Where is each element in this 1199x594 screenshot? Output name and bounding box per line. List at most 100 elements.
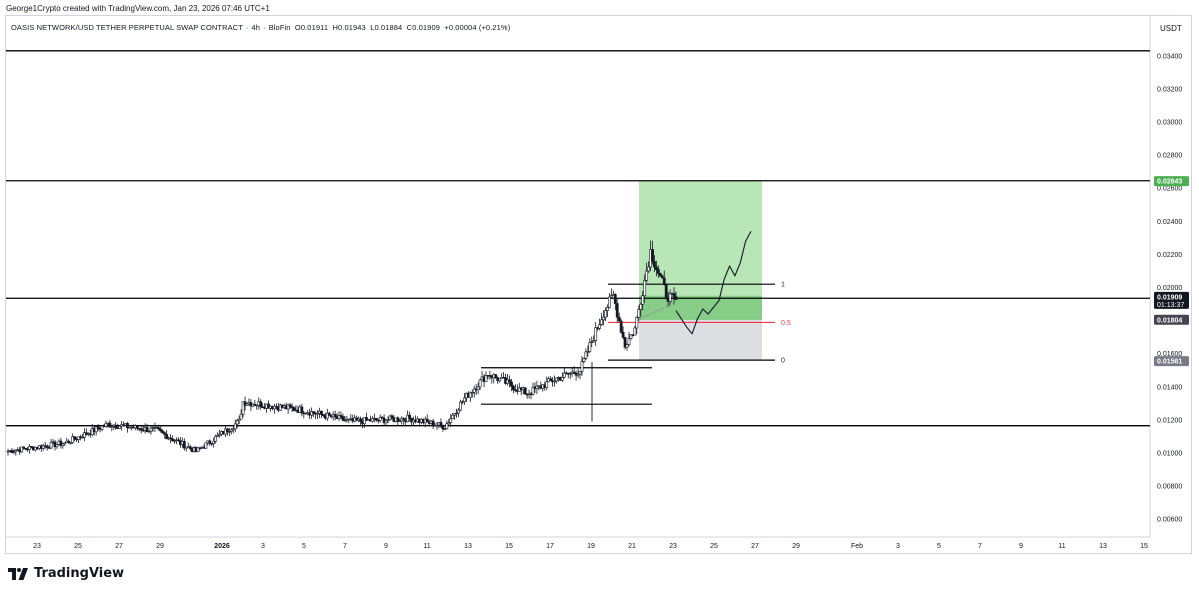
candle-body (67, 440, 71, 443)
candle-body (674, 296, 678, 300)
candle-body (582, 358, 586, 362)
candles-group (6, 240, 678, 456)
candle-body (6, 450, 10, 453)
candle-body (578, 371, 582, 375)
candle-body (498, 378, 502, 382)
candle-body (28, 446, 31, 450)
candle-body (594, 327, 598, 341)
price-tick-label: 0.01000 (1157, 451, 1182, 458)
candle-body (365, 417, 368, 421)
candle-body (320, 410, 323, 415)
tradingview-logo[interactable]: TradingView (8, 566, 124, 581)
candle-body (235, 420, 239, 425)
candle-body (445, 423, 449, 430)
candle-body (598, 324, 602, 329)
candle-body (339, 415, 343, 417)
time-tick-label: 17 (546, 543, 554, 550)
candle-body (408, 414, 411, 419)
candle-body (218, 433, 221, 436)
candle-body (576, 373, 580, 376)
candle-body (398, 420, 402, 422)
candle-body (478, 379, 482, 388)
candle-body (451, 414, 455, 420)
candle-body (118, 425, 122, 429)
candle-body (55, 444, 59, 448)
author-credit: George1Crypto created with TradingView.c… (6, 4, 270, 13)
close-value: C0.01909 (406, 23, 440, 32)
candle-body (580, 361, 584, 372)
candle-body (139, 428, 143, 431)
candle-body (645, 270, 649, 281)
candle-body (449, 418, 453, 423)
time-tick-label: 7 (978, 543, 982, 550)
candle-body (227, 431, 231, 433)
chart-frame[interactable] (5, 15, 1192, 554)
candle-body (457, 409, 460, 414)
candle-body (245, 403, 249, 406)
time-tick-label: 23 (669, 543, 677, 550)
candle-body (69, 442, 73, 444)
tradingview-logo-icon (8, 567, 28, 580)
candle-body (380, 416, 384, 419)
candle-body (484, 375, 488, 382)
candle-body (41, 445, 45, 449)
candle-body (572, 371, 576, 374)
candle-body (145, 427, 149, 433)
price-badge-countdown: 01:13:37 (1157, 302, 1184, 309)
candle-body (613, 294, 617, 304)
candle-body (110, 426, 114, 428)
candle-body (169, 437, 172, 440)
candle-body (512, 385, 515, 391)
candle-body (374, 417, 378, 421)
candle-body (63, 442, 67, 445)
candle-body (94, 426, 98, 433)
candle-body (459, 401, 462, 411)
candle-body (660, 275, 664, 279)
price-badge-entry (1154, 314, 1189, 325)
candle-body (472, 388, 476, 393)
candle-body (292, 407, 296, 411)
open-value: O0.01911 (294, 23, 329, 32)
candle-body (476, 386, 480, 391)
time-tick-label: 25 (74, 543, 82, 550)
symbol-name[interactable]: OASIS NETWORK/USD TETHER PERPETUAL SWAP … (11, 23, 243, 32)
fib-level-label: 1 (781, 282, 785, 289)
exchange-label: BloFin (268, 23, 291, 32)
candle-body (643, 280, 647, 297)
candle-body (321, 414, 325, 416)
price-badge-text: 0.01561 (1157, 359, 1182, 366)
price-tick-label: 0.02800 (1157, 153, 1182, 160)
time-tick-label: 3 (261, 543, 265, 550)
candle-body (370, 418, 374, 422)
candle-body (204, 442, 208, 449)
candle-body (114, 424, 118, 429)
candle-body (662, 277, 666, 285)
price-tick-label: 0.02600 (1157, 186, 1182, 193)
candle-body (455, 412, 458, 415)
candle-body (300, 406, 304, 414)
candle-body (135, 425, 139, 429)
candle-body (470, 392, 474, 394)
candle-body (378, 416, 382, 421)
time-tick-label: 9 (384, 543, 388, 550)
candle-body (363, 417, 366, 425)
interval-label[interactable]: 4h (251, 23, 261, 32)
candle-body (171, 438, 174, 442)
candle-body (312, 411, 315, 414)
candle-body (273, 405, 276, 410)
target-zone (639, 181, 762, 320)
currency-label[interactable]: USDT (1160, 24, 1182, 33)
candle-body (508, 379, 511, 383)
candle-body (243, 401, 247, 406)
time-tick-label: 29 (156, 543, 164, 550)
candle-body (607, 296, 611, 308)
candle-body (568, 373, 572, 375)
candle-body (545, 381, 549, 388)
time-tick-label: 7 (343, 543, 347, 550)
high-value: H0.01943 (332, 23, 366, 32)
candle-body (73, 436, 77, 440)
candle-body (584, 351, 588, 359)
candle-body (651, 249, 654, 262)
candle-body (535, 385, 539, 389)
